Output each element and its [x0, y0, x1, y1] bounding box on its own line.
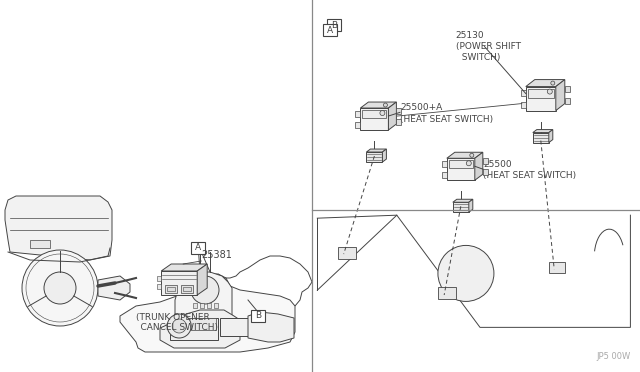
Polygon shape	[161, 264, 207, 271]
Bar	[193, 303, 197, 308]
Bar	[161, 271, 197, 295]
Bar	[355, 122, 360, 128]
Bar	[207, 303, 211, 308]
Bar	[442, 161, 447, 167]
Circle shape	[191, 276, 219, 304]
Bar	[214, 303, 218, 308]
Bar	[167, 287, 175, 291]
Bar	[362, 110, 387, 118]
Bar	[532, 132, 548, 142]
Polygon shape	[556, 80, 564, 110]
Text: B: B	[255, 311, 261, 321]
Polygon shape	[248, 312, 294, 342]
Bar	[170, 318, 218, 340]
Text: JP5 00W: JP5 00W	[596, 352, 630, 361]
Bar	[438, 288, 456, 299]
Polygon shape	[388, 102, 396, 130]
Circle shape	[172, 319, 186, 333]
Bar	[157, 276, 161, 281]
Bar	[521, 102, 526, 108]
Circle shape	[467, 161, 471, 166]
Polygon shape	[548, 129, 553, 142]
Polygon shape	[360, 102, 396, 108]
Circle shape	[470, 153, 474, 157]
Bar	[521, 90, 526, 96]
Bar	[220, 318, 252, 336]
Polygon shape	[526, 80, 564, 87]
Bar	[30, 240, 50, 248]
Polygon shape	[366, 149, 387, 152]
Polygon shape	[175, 272, 232, 326]
Polygon shape	[452, 199, 473, 202]
Bar	[338, 247, 356, 259]
Text: A: A	[327, 26, 333, 35]
Circle shape	[551, 81, 555, 85]
Polygon shape	[120, 274, 295, 352]
Circle shape	[167, 314, 191, 338]
Bar	[157, 284, 161, 289]
Bar	[483, 169, 488, 175]
Polygon shape	[160, 310, 240, 348]
Polygon shape	[447, 152, 483, 158]
Bar	[165, 285, 177, 293]
Text: (TRUNK OPENER
    CANCEL SWITCH): (TRUNK OPENER CANCEL SWITCH)	[129, 313, 218, 333]
Bar	[191, 242, 205, 254]
Bar	[251, 310, 265, 322]
Bar	[442, 172, 447, 178]
Bar	[452, 202, 468, 212]
Bar	[200, 303, 204, 308]
Bar	[355, 110, 360, 116]
Bar	[483, 158, 488, 164]
Polygon shape	[532, 129, 553, 132]
Text: 25381: 25381	[201, 250, 232, 260]
Polygon shape	[382, 149, 387, 162]
Bar	[549, 262, 565, 273]
Text: B: B	[332, 21, 337, 30]
Bar	[366, 152, 382, 162]
Polygon shape	[475, 152, 483, 180]
Bar	[396, 108, 401, 113]
Bar	[172, 318, 216, 330]
Bar	[564, 98, 570, 104]
Text: 25130
(POWER SHIFT
  SWITCH): 25130 (POWER SHIFT SWITCH)	[456, 31, 521, 62]
Bar	[181, 285, 193, 293]
Polygon shape	[197, 264, 207, 295]
Bar	[449, 160, 473, 168]
Text: 25500+A
(HEAT SEAT SWITCH): 25500+A (HEAT SEAT SWITCH)	[400, 103, 493, 124]
Circle shape	[44, 272, 76, 304]
Bar	[328, 19, 341, 31]
Circle shape	[438, 246, 494, 301]
Bar	[396, 119, 401, 125]
Polygon shape	[5, 196, 112, 260]
Circle shape	[547, 89, 552, 94]
Bar	[323, 24, 337, 36]
Circle shape	[22, 250, 98, 326]
Text: 25500
(HEAT SEAT SWITCH): 25500 (HEAT SEAT SWITCH)	[483, 160, 577, 180]
Bar	[183, 287, 191, 291]
Bar	[360, 108, 388, 130]
Circle shape	[380, 110, 385, 116]
Polygon shape	[468, 199, 473, 212]
Text: A: A	[195, 244, 201, 253]
Bar	[526, 87, 556, 110]
Bar	[447, 158, 475, 180]
Circle shape	[383, 103, 387, 107]
Polygon shape	[98, 276, 130, 300]
Bar	[564, 86, 570, 92]
Bar	[528, 89, 554, 97]
